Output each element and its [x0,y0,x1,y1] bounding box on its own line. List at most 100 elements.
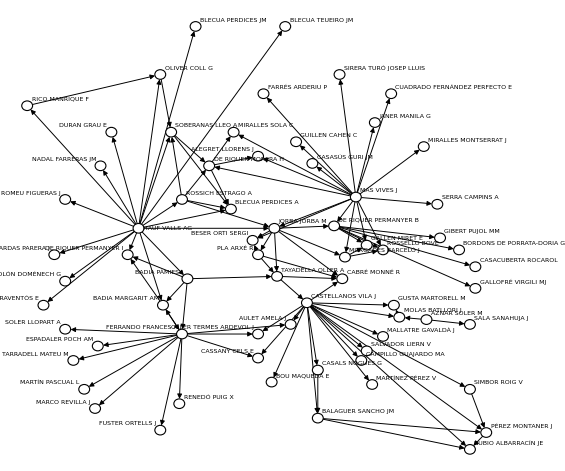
Circle shape [394,312,405,322]
Text: GUILLEN CAHEN C: GUILLEN CAHEN C [301,133,358,138]
Text: CASACUBERTA ROCAROL: CASACUBERTA ROCAROL [480,258,558,263]
Text: OLIVER COLL G: OLIVER COLL G [164,65,212,71]
Text: MARCO REVILLA J: MARCO REVILLA J [36,400,91,405]
Circle shape [269,223,280,233]
Text: SERRA CAMPINS A: SERRA CAMPINS A [442,195,498,201]
Circle shape [106,127,117,137]
Circle shape [312,414,323,423]
Circle shape [253,329,263,339]
Text: MARTÍNEZ PÉREZ V: MARTÍNEZ PÉREZ V [376,375,437,381]
Circle shape [481,428,492,438]
Text: BLECUA TEUEIRO JM: BLECUA TEUEIRO JM [289,17,353,23]
Circle shape [388,300,399,310]
Text: GIBERT PUJOL MM: GIBERT PUJOL MM [445,229,500,234]
Circle shape [253,250,263,260]
Circle shape [225,204,236,214]
Text: MARTÍN PASCUAL L: MARTÍN PASCUAL L [20,381,80,385]
Text: MAS VIVES J: MAS VIVES J [360,188,398,193]
Circle shape [228,127,239,137]
Circle shape [247,236,258,245]
Text: PLA ARXÉ R: PLA ARXÉ R [218,246,254,251]
Circle shape [190,22,201,31]
Circle shape [377,245,389,255]
Circle shape [182,274,193,284]
Text: DURAN GRAU E: DURAN GRAU E [59,123,107,128]
Text: BOU MAQUEDA E: BOU MAQUEDA E [276,373,329,378]
Text: MURGADES BARCELÓ J: MURGADES BARCELÓ J [349,247,420,253]
Circle shape [464,384,475,394]
Text: BLECUA PERDICES JM: BLECUA PERDICES JM [200,17,267,23]
Text: MIRALLES MONTSERRAT J: MIRALLES MONTSERRAT J [428,138,507,143]
Circle shape [272,272,282,281]
Text: DE RIQUER PERMANYER I: DE RIQUER PERMANYER I [45,246,123,251]
Text: GALLOFRÉ VIRGILI MJ: GALLOFRÉ VIRGILI MJ [480,278,546,284]
Circle shape [470,284,481,293]
Text: BADIA PÀMIES I: BADIA PÀMIES I [135,270,183,275]
Circle shape [92,341,103,351]
Text: TAYADELLA OLLER A: TAYADELLA OLLER A [281,268,345,273]
Circle shape [434,233,445,243]
Text: RENEDÓ PUIG X: RENEDÓ PUIG X [184,395,233,400]
Circle shape [464,445,475,454]
Text: PÉREZ MONTANER J: PÉREZ MONTANER J [490,422,552,429]
Text: CASSANY CELS E: CASSANY CELS E [201,349,254,354]
Circle shape [158,300,168,310]
Circle shape [350,192,361,202]
Circle shape [122,250,133,260]
Circle shape [418,142,429,151]
Text: SOBERANAS LLEO A: SOBERANAS LLEO A [176,123,238,128]
Circle shape [290,137,302,146]
Text: DE RIQUER PERMANYER B: DE RIQUER PERMANYER B [338,217,419,222]
Text: BLECUA PERDICES A: BLECUA PERDICES A [235,200,299,205]
Text: CASTELLANOS VILA J: CASTELLANOS VILA J [311,294,376,299]
Text: CUADRADO FERNÁNDEZ PERFECTO E: CUADRADO FERNÁNDEZ PERFECTO E [396,85,512,90]
Text: JANER MANILA G: JANER MANILA G [379,114,431,119]
Text: BASTARDAS PARERA J: BASTARDAS PARERA J [0,246,50,251]
Text: BORDONS DE PORRATA-DORIA G: BORDONS DE PORRATA-DORIA G [463,241,565,246]
Text: ALEGRET LLORENS J: ALEGRET LLORENS J [191,147,254,152]
Circle shape [253,353,263,363]
Text: JORBA JORBA M: JORBA JORBA M [279,219,327,225]
Circle shape [176,329,188,339]
Text: DE RIQUER MORERA H: DE RIQUER MORERA H [214,157,284,162]
Circle shape [266,377,277,387]
Text: GUSTA MARTORELL M: GUSTA MARTORELL M [398,296,466,301]
Circle shape [60,276,71,286]
Circle shape [79,384,90,394]
Circle shape [176,195,188,204]
Text: SIRERA TURÓ JOSEP LLUIS: SIRERA TURÓ JOSEP LLUIS [344,65,425,71]
Circle shape [464,320,475,329]
Circle shape [49,250,60,260]
Circle shape [340,252,350,262]
Text: RUBIO ALBARRACÍN JE: RUBIO ALBARRACÍN JE [474,439,544,446]
Circle shape [166,127,176,137]
Circle shape [432,199,443,209]
Text: RICO MANRIQUE F: RICO MANRIQUE F [32,97,89,102]
Circle shape [155,70,166,79]
Text: CAMPILLO GUAJARDO MA: CAMPILLO GUAJARDO MA [366,352,444,357]
Circle shape [285,320,296,329]
Text: ROMEU FIGUERAS J: ROMEU FIGUERAS J [1,191,61,195]
Text: AZNAR SOLER M: AZNAR SOLER M [431,311,483,316]
Circle shape [367,380,377,390]
Circle shape [204,161,215,171]
Circle shape [90,404,101,414]
Text: FARRÉS ARDERIU P: FARRÉS ARDERIU P [268,85,327,90]
Circle shape [356,356,367,365]
Text: BADIA MARGARIT AM: BADIA MARGARIT AM [93,296,159,301]
Text: TARRADELL MATEU M: TARRADELL MATEU M [2,352,69,357]
Circle shape [95,161,106,171]
Text: HAUF VALLS AG: HAUF VALLS AG [143,226,192,231]
Circle shape [370,118,380,127]
Circle shape [337,274,347,284]
Circle shape [334,70,345,79]
Circle shape [386,89,397,98]
Text: FERRANDO FRANCES A: FERRANDO FRANCES A [106,325,177,330]
Text: ROSSICH ESTRAGO A: ROSSICH ESTRAGO A [186,191,252,195]
Circle shape [155,425,166,435]
Text: MALLATRE GAVALDÀ J: MALLATRE GAVALDÀ J [388,326,455,333]
Text: MOLAS BATLLORI J: MOLAS BATLLORI J [403,309,462,313]
Text: GALLEN MIRET E: GALLEN MIRET E [371,236,423,241]
Circle shape [174,399,185,408]
Text: ROSSELLO BOVE: ROSSELLO BOVE [388,241,439,246]
